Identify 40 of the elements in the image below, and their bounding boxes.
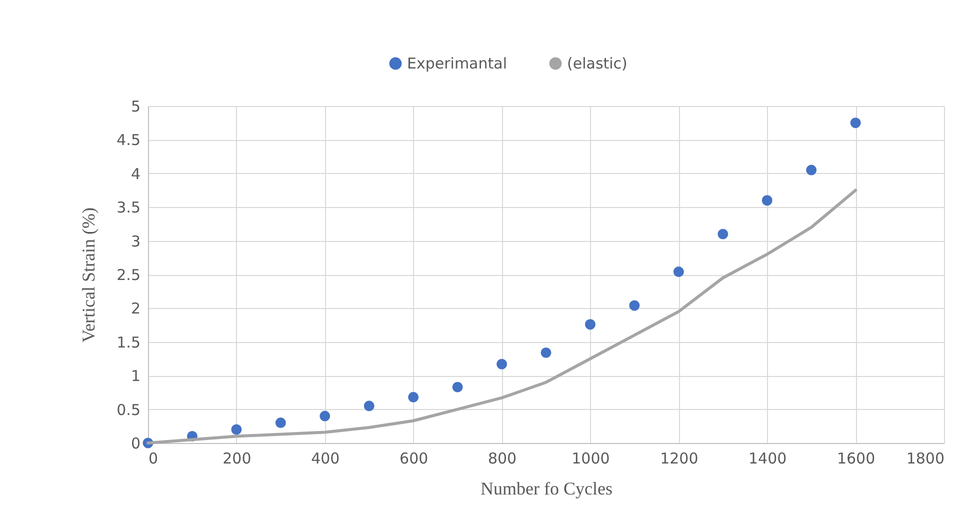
x-axis-title: Number fo Cycles — [480, 478, 612, 498]
point — [629, 300, 640, 311]
point — [584, 319, 596, 330]
x-tick-label: 1600 — [836, 450, 876, 468]
point — [364, 400, 374, 412]
y-tick-label: 3.5 — [116, 198, 140, 217]
y-tick-label: 4.5 — [116, 131, 140, 150]
point — [408, 392, 419, 402]
x-tick-label: 600 — [400, 450, 428, 468]
point — [850, 118, 861, 128]
point — [540, 347, 552, 358]
x-tick-label: 1200 — [660, 450, 698, 468]
y-axis-title: Vertical Strain (%) — [78, 208, 99, 342]
point — [718, 228, 728, 240]
legend-label: Experimantal — [407, 54, 507, 73]
x-tick-label: 1800 — [906, 450, 944, 468]
x-tick-label: 1400 — [748, 450, 787, 468]
legend-label: (elastic) — [567, 54, 628, 73]
point — [275, 418, 286, 428]
y-tick-label: 1.5 — [116, 333, 140, 352]
point — [806, 164, 817, 176]
point — [496, 358, 508, 370]
y-tick-label: 5 — [130, 98, 140, 116]
x-tick-label: 800 — [488, 450, 517, 468]
point — [452, 382, 463, 392]
y-tick-label: 4 — [130, 164, 140, 183]
point — [673, 266, 684, 278]
y-tick-label: 2 — [130, 300, 140, 318]
y-tick-label: 2.5 — [116, 266, 140, 284]
y-tick-label: 0.5 — [116, 400, 140, 419]
y-tick-label: 3 — [130, 232, 140, 250]
x-tick-label: 200 — [222, 450, 252, 468]
x-tick-label: 1000 — [572, 450, 610, 468]
point — [762, 195, 772, 206]
point — [231, 424, 242, 435]
x-tick-label: 400 — [311, 450, 340, 468]
x-tick-label: 0 — [148, 450, 158, 468]
y-tick-label: 0 — [130, 434, 140, 452]
point — [320, 410, 330, 422]
y-tick-label: 1 — [130, 367, 140, 386]
